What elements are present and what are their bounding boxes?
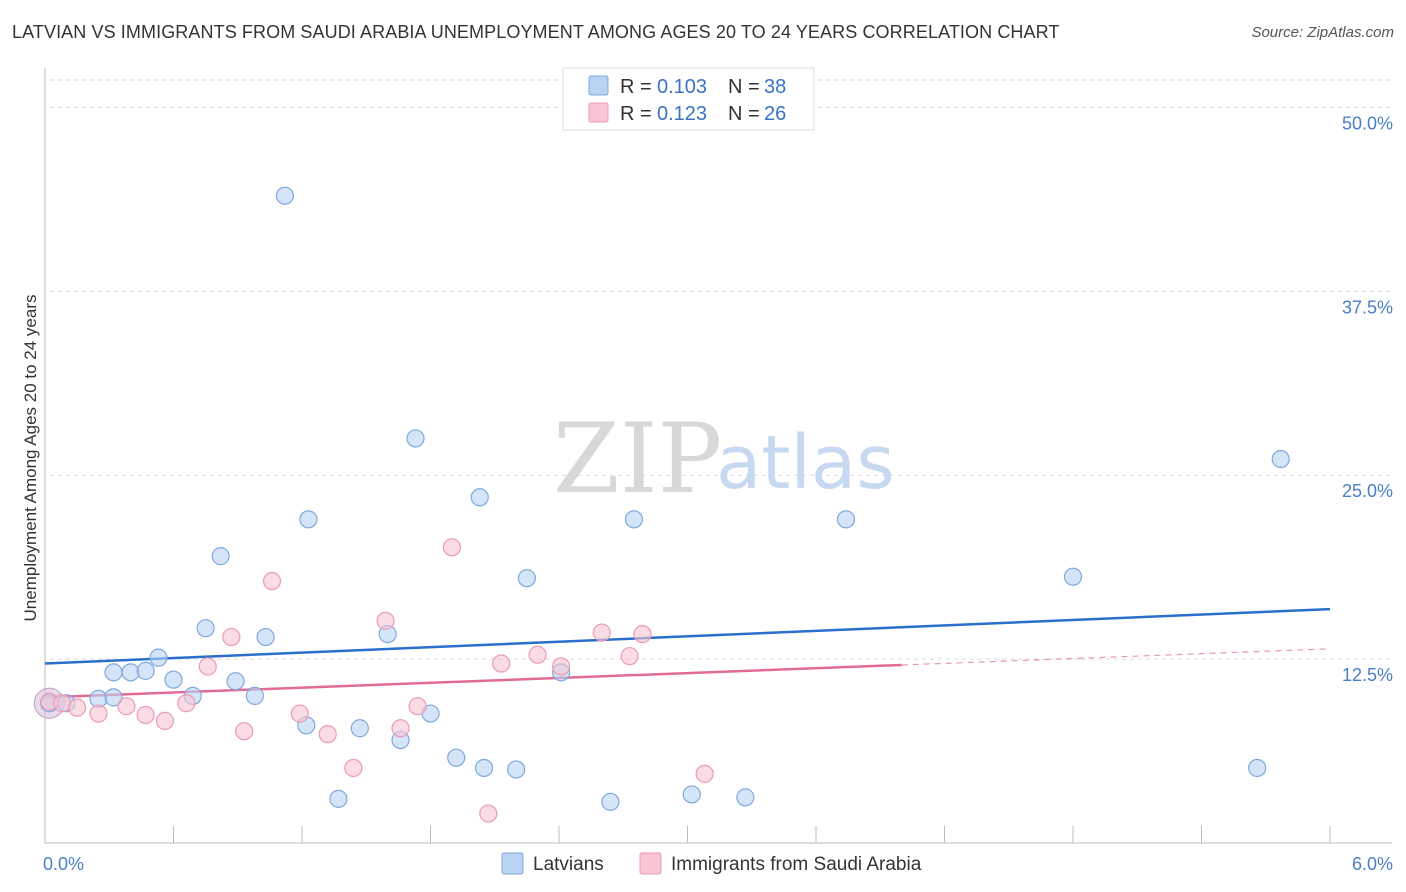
data-points (33, 186, 1290, 823)
point-saudi-25 (633, 624, 652, 644)
point-latvians-15 (275, 186, 294, 205)
point-latvians-33 (736, 788, 755, 807)
point-saudi-1 (53, 694, 72, 713)
point-saudi-16 (391, 719, 410, 738)
legend-n-value-saudi: 26 (764, 103, 786, 125)
legend-r-value-saudi: 0.123 (657, 103, 707, 125)
point-saudi-5 (136, 705, 155, 725)
point-saudi-2 (68, 698, 87, 717)
point-saudi-23 (592, 623, 611, 642)
point-saudi-4 (117, 697, 136, 716)
y-tick-label-1: 25.0% (1342, 481, 1393, 501)
watermark-atlas: atlas (716, 420, 895, 506)
point-saudi-19 (479, 804, 498, 823)
point-saudi-17 (408, 697, 427, 716)
point-latvians-17 (299, 510, 318, 529)
point-latvians-12 (226, 672, 245, 691)
point-latvians-14 (256, 627, 275, 647)
point-saudi-12 (290, 704, 309, 723)
point-latvians-19 (350, 719, 369, 738)
point-saudi-21 (528, 645, 547, 664)
series-legend: Latvians Immigrants from Saudi Arabia (501, 852, 922, 875)
series-legend-label-saudi: Immigrants from Saudi Arabia (671, 854, 922, 875)
y-tick-label-2: 37.5% (1342, 297, 1393, 317)
point-saudi-18 (442, 538, 462, 557)
series-legend-label-latvians: Latvians (533, 854, 604, 875)
point-saudi-11 (262, 572, 282, 591)
watermark: ZIP atlas (553, 403, 895, 515)
point-latvians-11 (211, 547, 230, 566)
x-tick-label-max: 6.0% (1352, 854, 1393, 874)
point-saudi-7 (177, 694, 196, 713)
point-saudi-26 (695, 764, 714, 783)
point-latvians-5 (121, 663, 140, 682)
watermark-zip: ZIP (553, 403, 722, 515)
point-latvians-28 (517, 569, 536, 588)
series-legend-swatch-saudi (639, 852, 662, 875)
point-saudi-20 (492, 654, 511, 673)
point-latvians-35 (1063, 567, 1083, 586)
y-tick-labels: 12.5% 25.0% 37.5% 50.0% (1342, 113, 1393, 685)
point-latvians-6 (136, 661, 155, 680)
point-saudi-10 (235, 722, 254, 741)
point-latvians-37 (1271, 449, 1290, 469)
point-saudi-22 (552, 657, 571, 676)
chart-source: Source: ZipAtlas.com (1251, 24, 1394, 41)
point-latvians-4 (104, 663, 123, 682)
legend-r-label-saudi: R = (620, 103, 652, 125)
point-latvians-8 (164, 670, 183, 689)
legend-n-label-saudi: N = (728, 103, 760, 125)
legend-n-label-latvians: N = (728, 76, 760, 98)
legend-swatch-latvians (588, 75, 609, 96)
point-latvians-26 (474, 758, 494, 778)
point-latvians-3 (104, 688, 123, 707)
legend-n-value-latvians: 38 (764, 76, 786, 98)
point-saudi-9 (222, 627, 241, 647)
point-latvians-36 (1248, 758, 1267, 778)
legend-r-value-latvians: 0.103 (657, 76, 707, 98)
point-latvians-27 (507, 760, 526, 779)
point-saudi-6 (155, 711, 175, 730)
point-latvians-22 (406, 429, 425, 448)
trend-line-latvians (44, 607, 1331, 665)
point-latvians-18 (329, 789, 348, 808)
stats-legend: R = 0.103 N = 38 R = 0.123 N = 26 (562, 67, 815, 131)
point-latvians-13 (245, 686, 264, 705)
point-latvians-32 (682, 785, 701, 804)
legend-swatch-saudi (588, 102, 609, 123)
point-latvians-10 (196, 619, 215, 638)
series-legend-swatch-latvians (501, 852, 524, 875)
grid-lines (50, 79, 1392, 660)
point-latvians-24 (447, 748, 466, 767)
y-axis-title: Unemployment Among Ages 20 to 24 years (21, 295, 40, 622)
point-latvians-31 (624, 510, 644, 529)
point-latvians-25 (470, 488, 489, 507)
point-latvians-7 (149, 648, 168, 667)
legend-r-label-latvians: R = (620, 76, 652, 98)
point-saudi-3 (89, 704, 108, 723)
point-latvians-30 (601, 792, 620, 811)
point-saudi-15 (376, 611, 395, 630)
point-saudi-14 (344, 758, 363, 778)
point-saudi-8 (198, 657, 217, 676)
chart-title: LATVIAN VS IMMIGRANTS FROM SAUDI ARABIA … (12, 22, 1060, 42)
trend-line-saudi-extension (901, 648, 1331, 666)
point-saudi-24 (620, 647, 639, 666)
x-tick-label-min: 0.0% (43, 854, 84, 874)
y-tick-label-0: 12.5% (1342, 665, 1393, 685)
point-saudi-13 (318, 725, 337, 744)
y-tick-label-3: 50.0% (1342, 113, 1393, 133)
point-latvians-34 (836, 510, 856, 529)
